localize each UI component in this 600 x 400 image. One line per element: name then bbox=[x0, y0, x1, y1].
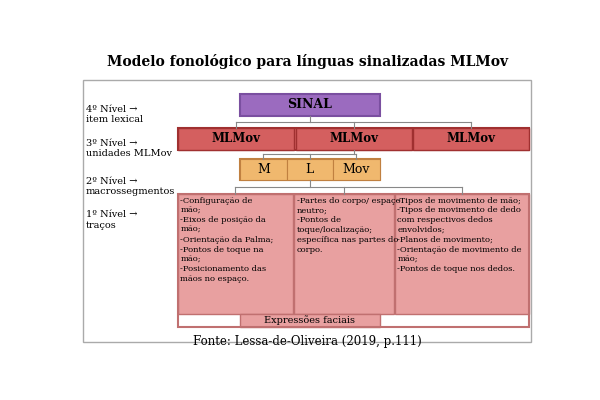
Text: MLMov: MLMov bbox=[212, 132, 260, 145]
Text: -Tipos de movimento de mão;
-Tipos de movimento de dedo
com respectivos dedos
en: -Tipos de movimento de mão; -Tipos de mo… bbox=[397, 197, 522, 273]
Bar bbox=[178, 128, 529, 150]
Bar bbox=[178, 128, 294, 150]
Bar bbox=[395, 194, 529, 314]
Text: SINAL: SINAL bbox=[287, 98, 332, 112]
Text: Modelo fonológico para línguas sinalizadas MLMov: Modelo fonológico para línguas sinalizad… bbox=[107, 54, 508, 69]
Bar bbox=[83, 80, 531, 342]
Bar bbox=[296, 128, 412, 150]
Text: Mov: Mov bbox=[343, 163, 370, 176]
Text: Fonte: Lessa-de-Oliveira (2019, p.111): Fonte: Lessa-de-Oliveira (2019, p.111) bbox=[193, 335, 422, 348]
Text: MLMov: MLMov bbox=[446, 132, 496, 145]
Text: MLMov: MLMov bbox=[329, 132, 378, 145]
Bar bbox=[287, 159, 333, 180]
Bar bbox=[178, 194, 293, 314]
Bar bbox=[240, 159, 380, 180]
Text: 2º Nível →
macrossegmentos: 2º Nível → macrossegmentos bbox=[86, 176, 175, 196]
Text: Expressões faciais: Expressões faciais bbox=[265, 316, 355, 326]
Text: 3º Nível →
unidades MLMov: 3º Nível → unidades MLMov bbox=[86, 139, 172, 158]
Bar bbox=[240, 314, 380, 327]
Bar bbox=[178, 194, 529, 327]
Bar bbox=[295, 194, 394, 314]
Bar bbox=[333, 159, 380, 180]
Text: L: L bbox=[306, 163, 314, 176]
Text: -Partes do corpo/ espaço
neutro;
-Pontos de
toque/localização;
específica nas pa: -Partes do corpo/ espaço neutro; -Pontos… bbox=[296, 197, 400, 254]
Text: -Configuração de
mão;
-Eixos de posição da
mão;
-Orientação da Palma;
-Pontos de: -Configuração de mão; -Eixos de posição … bbox=[181, 197, 274, 283]
Text: 4º Nível →
item lexical: 4º Nível → item lexical bbox=[86, 105, 143, 124]
Text: M: M bbox=[257, 163, 270, 176]
Bar bbox=[240, 159, 287, 180]
Bar bbox=[413, 128, 529, 150]
Bar bbox=[240, 94, 380, 116]
Text: 1º Nível →
traços: 1º Nível → traços bbox=[86, 210, 137, 230]
